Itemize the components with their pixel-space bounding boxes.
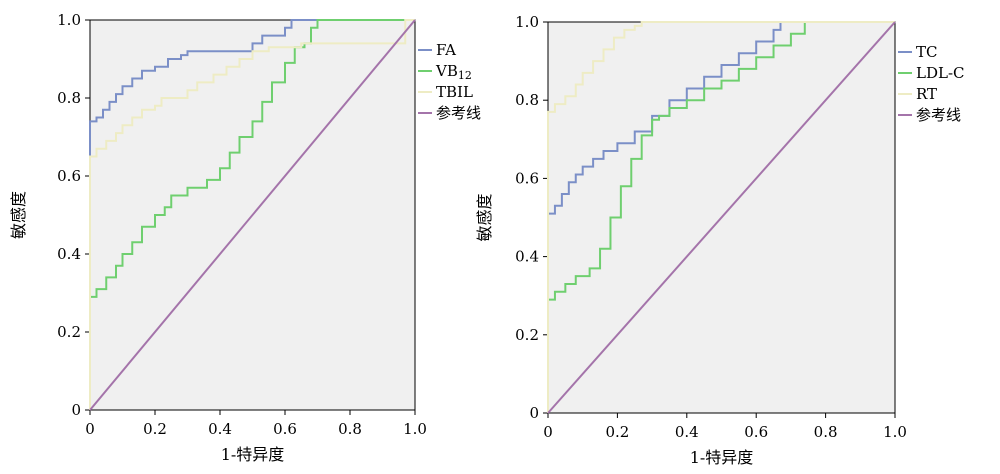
x-tick-label: 0.8 [338, 420, 362, 438]
series-line-4 [89, 19, 416, 411]
y-tick-label: 0.2 [515, 326, 539, 344]
y-tick-label: 0.4 [57, 245, 81, 263]
legend-label: RT [916, 85, 937, 103]
y-axis-title: 敏感度 [475, 193, 494, 241]
y-tick-label: 1.0 [57, 11, 81, 29]
series-line-3 [547, 21, 895, 413]
y-tick-label: 0 [71, 401, 81, 419]
x-tick-label: 0 [543, 423, 553, 441]
x-tick-label: 0 [85, 420, 95, 438]
series-line-3 [89, 19, 415, 410]
y-tick-label: 0.6 [57, 167, 81, 185]
x-tick-label: 0.2 [605, 423, 629, 441]
x-tick-label: 1.0 [883, 423, 907, 441]
chart-2: 0 0.2 0.4 0.6 0.8 1.0 0 0.2 0.4 0.6 0.8 1.0 1-特异度 敏感度… [475, 13, 965, 467]
y-tick-label: 0.4 [515, 248, 539, 266]
y-tick-label: 0.2 [57, 323, 81, 341]
x-axis-title: 1-特异度 [690, 448, 754, 467]
legend-label: 参考线 [436, 104, 481, 122]
y-tick-label: 0 [529, 404, 539, 422]
series-line-4 [547, 21, 896, 414]
series-line-1 [547, 21, 895, 413]
x-tick-label: 0.8 [814, 423, 838, 441]
legend-label: LDL-C [916, 64, 965, 82]
x-tick-label: 0.4 [208, 420, 232, 438]
series-line-1 [89, 19, 415, 410]
series-line-2 [547, 21, 895, 413]
y-tick-label: 1.0 [515, 13, 539, 31]
x-tick-label: 0.4 [675, 423, 699, 441]
series-line-2 [89, 19, 415, 410]
y-tick-label: 0.8 [57, 89, 81, 107]
x-tick-label: 0.6 [273, 420, 297, 438]
x-tick-label: 0.2 [143, 420, 167, 438]
legend-label: TC [916, 43, 937, 61]
x-tick-label: 0.6 [744, 423, 768, 441]
legend-label: 参考线 [916, 106, 961, 124]
y-tick-label: 0.8 [515, 91, 539, 109]
x-axis-title: 1-特异度 [221, 445, 285, 464]
y-tick-label: 0.6 [515, 169, 539, 187]
y-axis-title: 敏感度 [9, 191, 28, 239]
legend-label: VB12 [435, 62, 472, 82]
x-tick-label: 1.0 [403, 420, 427, 438]
legend-label: TBIL [436, 83, 473, 101]
legend-label: FA [436, 41, 456, 59]
chart-1: 0 0.2 0.4 0.6 0.8 1.0 0 0.2 0.4 0.6 0.8 1.0 1-特异度 敏感度… [9, 11, 481, 464]
